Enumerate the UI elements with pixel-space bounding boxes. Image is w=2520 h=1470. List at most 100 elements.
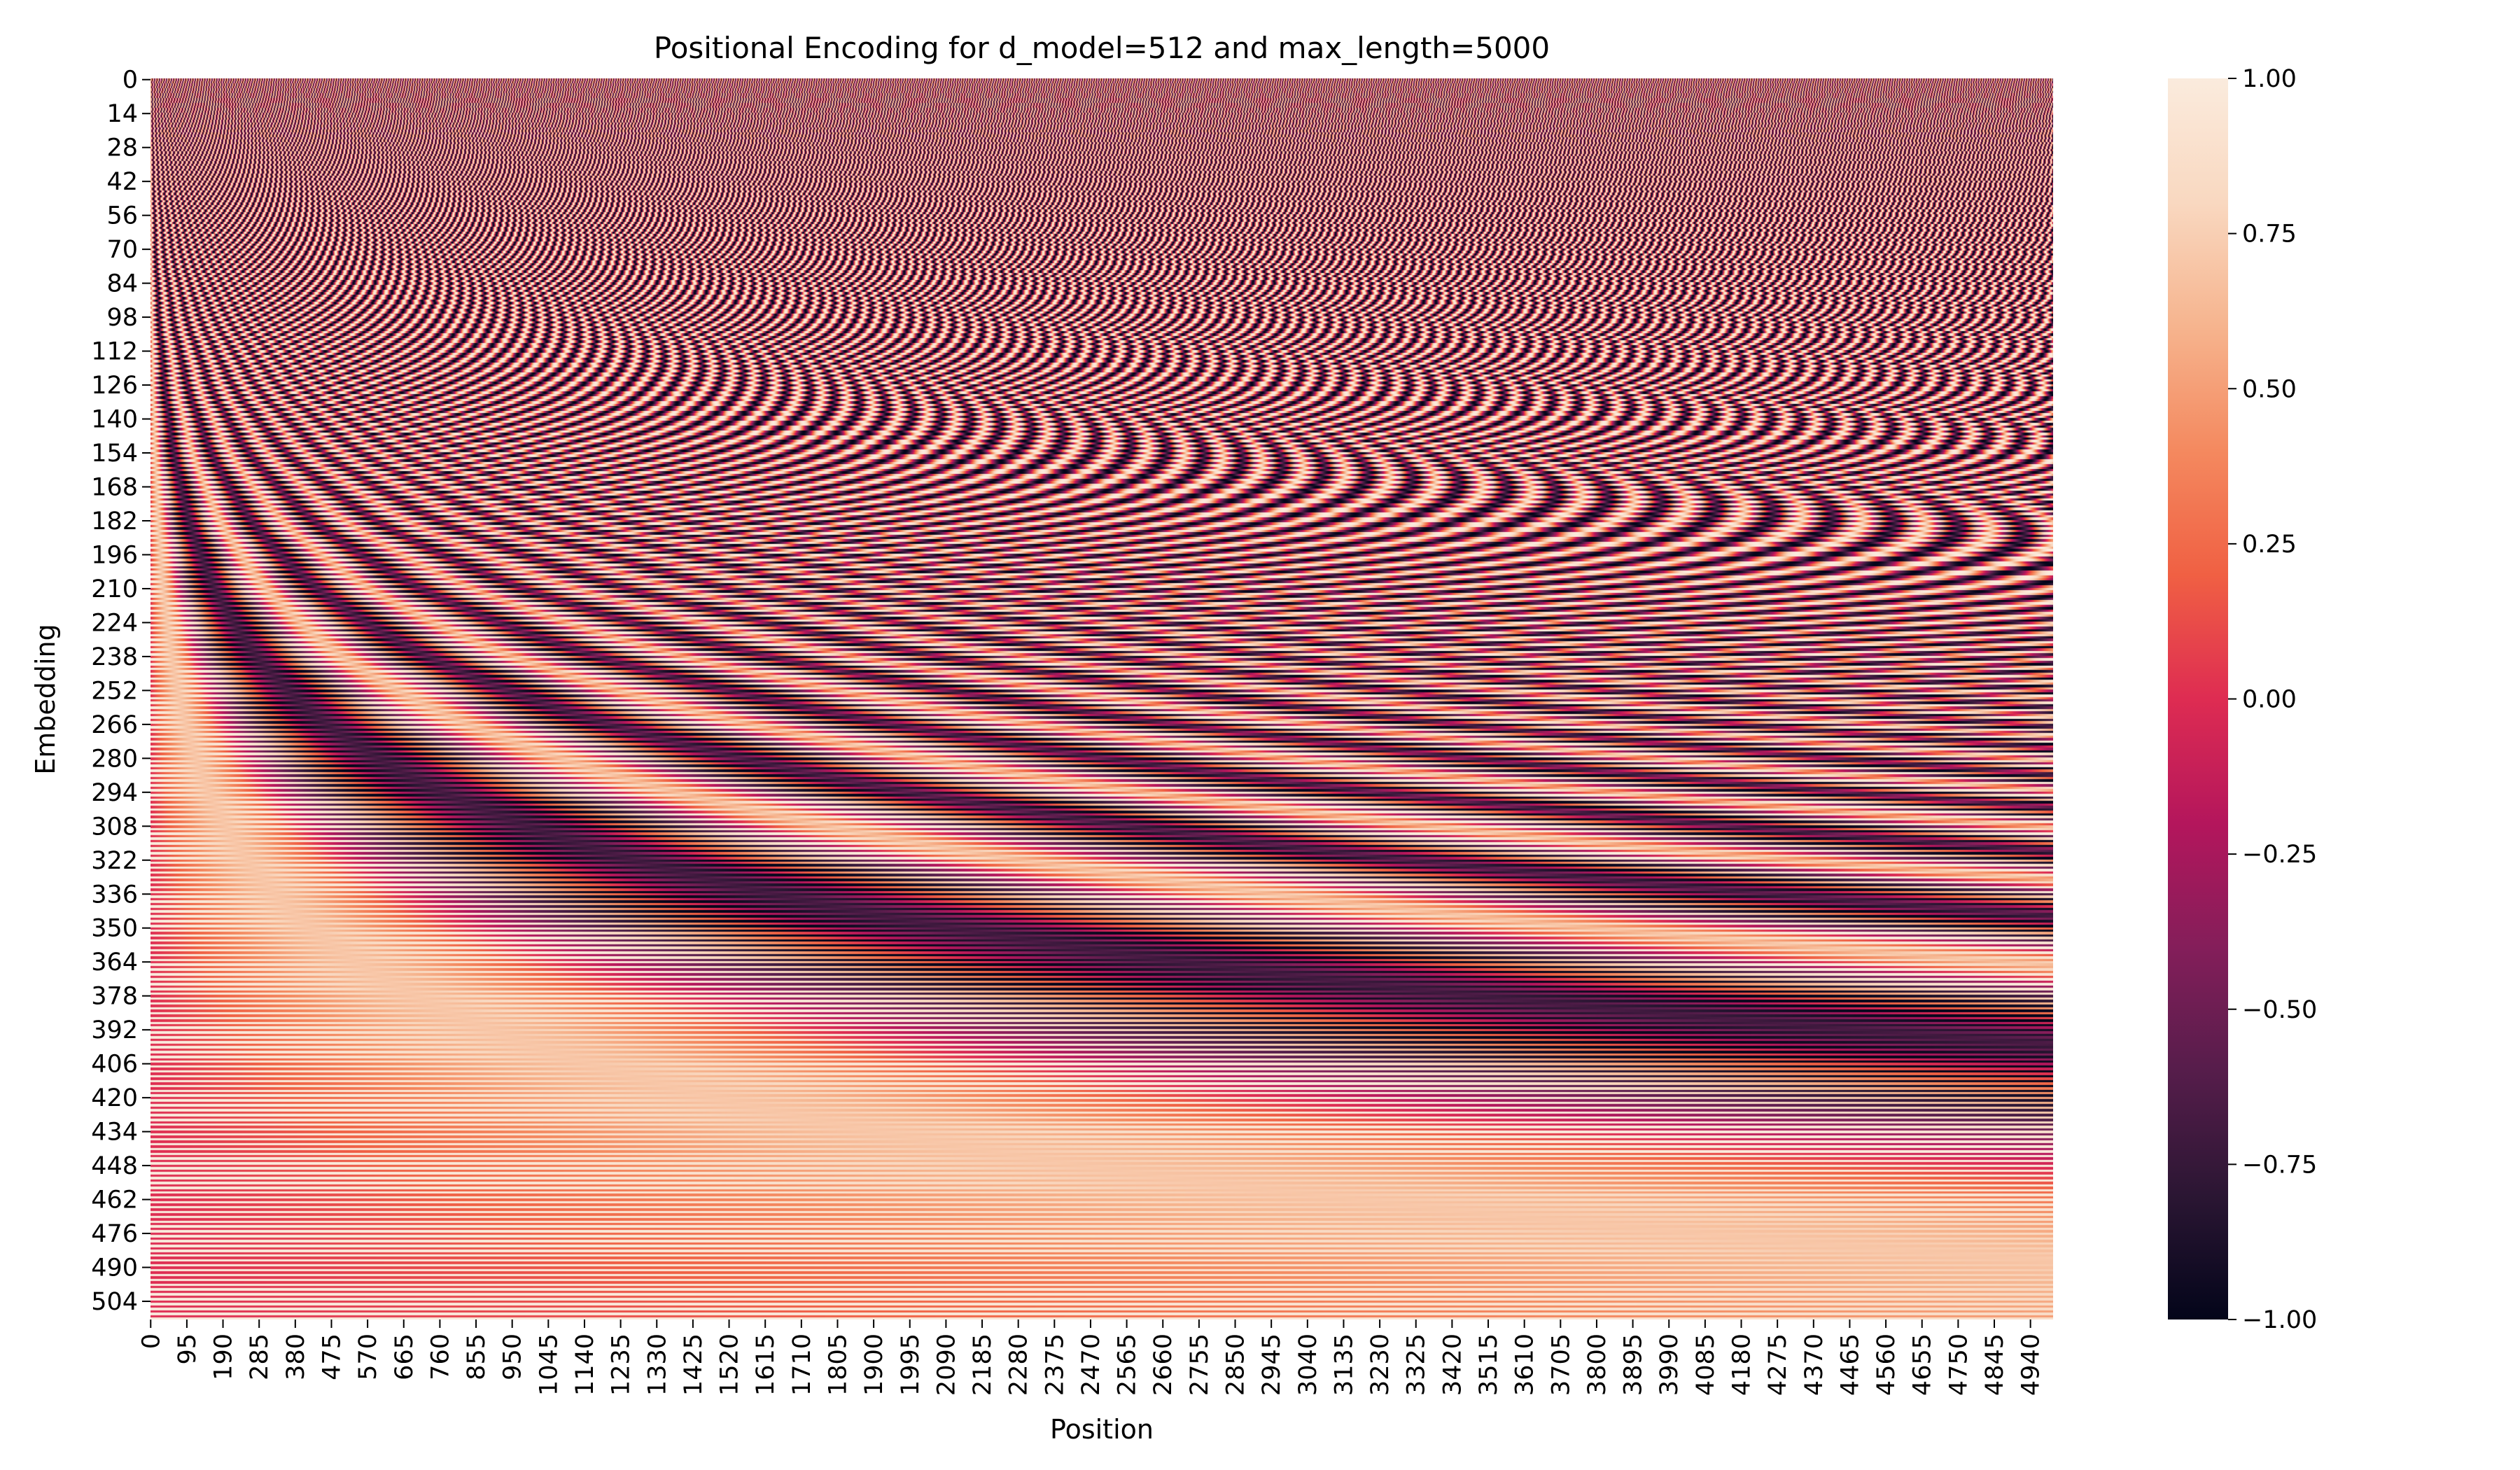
x-tick-label: 4655 <box>1909 1334 1937 1396</box>
x-tick-label: 3610 <box>1511 1334 1539 1396</box>
x-tick-label: 4085 <box>1692 1334 1720 1396</box>
y-tick-label: 462 <box>91 1186 138 1214</box>
x-tick-label: 2945 <box>1258 1334 1286 1396</box>
x-tick-label: 665 <box>391 1334 419 1380</box>
y-tick-label: 448 <box>91 1152 138 1180</box>
x-tick-label: 1995 <box>897 1334 925 1396</box>
y-tick-label: 126 <box>91 372 138 400</box>
y-tick-label: 42 <box>106 168 138 196</box>
x-tick-label: 4180 <box>1728 1334 1756 1396</box>
y-tick-label: 154 <box>91 440 138 468</box>
colorbar-tick-label: 0.75 <box>2242 220 2297 248</box>
x-tick-label: 3705 <box>1547 1334 1575 1396</box>
x-tick-label: 760 <box>426 1334 454 1380</box>
x-tick-label: 3420 <box>1438 1334 1466 1396</box>
x-tick-label: 3135 <box>1330 1334 1358 1396</box>
y-tick-label: 168 <box>91 473 138 501</box>
y-tick-label: 308 <box>91 813 138 841</box>
colorbar-ticks: 1.00 0.75 0.50 0.25 0.00 −0.25 −0.50 −0.75 −1.00 <box>2228 65 2317 1334</box>
colorbar-tick-label: −0.50 <box>2242 996 2317 1024</box>
x-tick-label: 3230 <box>1366 1334 1394 1396</box>
x-tick-label: 475 <box>318 1334 346 1380</box>
colorbar-tick-label: 0.50 <box>2242 375 2297 403</box>
y-tick-label: 364 <box>91 948 138 976</box>
x-tick-label: 2470 <box>1077 1334 1105 1396</box>
x-tick-label: 3515 <box>1475 1334 1503 1396</box>
x-tick-label: 2280 <box>1005 1334 1033 1396</box>
colorbar-tick-label: 0.25 <box>2242 531 2297 559</box>
y-tick-label: 392 <box>91 1016 138 1044</box>
colorbar-tick-label: −0.25 <box>2242 841 2317 869</box>
colorbar <box>2168 78 2228 1320</box>
x-tick-label: 2090 <box>932 1334 960 1396</box>
x-tick-label: 4560 <box>1872 1334 1900 1396</box>
chart-title: Positional Encoding for d_model=512 and … <box>654 31 1550 65</box>
y-tick-label: 14 <box>106 100 138 128</box>
y-tick-label: 70 <box>106 236 138 264</box>
x-axis-ticks: 0 95 190 285 380 475 570 665 760 855 950 1045 1140 12… <box>137 1320 2045 1396</box>
x-tick-label: 3040 <box>1294 1334 1322 1396</box>
y-tick-label: 210 <box>91 575 138 603</box>
x-tick-label: 2660 <box>1149 1334 1177 1396</box>
x-tick-label: 4370 <box>1800 1334 1828 1396</box>
y-tick-label: 224 <box>91 609 138 637</box>
y-tick-label: 266 <box>91 711 138 739</box>
x-tick-label: 1235 <box>608 1334 636 1396</box>
x-tick-label: 2565 <box>1114 1334 1142 1396</box>
y-tick-label: 350 <box>91 915 138 943</box>
y-tick-label: 434 <box>91 1119 138 1147</box>
y-tick-label: 0 <box>122 66 138 94</box>
heatmap-grid <box>150 78 2053 1320</box>
x-tick-label: 1045 <box>535 1334 563 1396</box>
x-tick-label: 1140 <box>571 1334 599 1396</box>
y-tick-label: 252 <box>91 677 138 705</box>
y-tick-label: 28 <box>106 134 138 162</box>
x-tick-label: 1900 <box>860 1334 888 1396</box>
x-tick-label: 3895 <box>1620 1334 1648 1396</box>
y-tick-label: 238 <box>91 643 138 671</box>
x-tick-label: 1330 <box>643 1334 671 1396</box>
x-tick-label: 95 <box>174 1334 202 1365</box>
y-tick-label: 140 <box>91 406 138 434</box>
x-tick-label: 285 <box>246 1334 274 1380</box>
y-tick-label: 490 <box>91 1254 138 1282</box>
x-tick-label: 190 <box>210 1334 238 1380</box>
y-tick-label: 336 <box>91 881 138 909</box>
x-tick-label: 2185 <box>969 1334 997 1396</box>
x-tick-label: 1520 <box>716 1334 744 1396</box>
y-tick-label: 196 <box>91 541 138 569</box>
y-tick-label: 98 <box>106 304 138 332</box>
x-tick-label: 3990 <box>1656 1334 1684 1396</box>
y-tick-label: 112 <box>91 338 138 366</box>
x-tick-label: 1425 <box>680 1334 708 1396</box>
x-axis-label: Position <box>1050 1414 1154 1445</box>
y-tick-label: 504 <box>91 1288 138 1316</box>
x-tick-label: 4940 <box>2017 1334 2045 1396</box>
x-tick-label: 4750 <box>1945 1334 1973 1396</box>
colorbar-tick-label: 1.00 <box>2242 65 2297 93</box>
x-tick-label: 4275 <box>1764 1334 1792 1396</box>
x-tick-label: 950 <box>499 1334 527 1380</box>
y-axis-ticks: 0 14 28 42 56 70 84 98 112 126 140 154 168 182 196 210 2… <box>91 66 150 1316</box>
y-tick-label: 84 <box>106 270 138 298</box>
y-tick-label: 294 <box>91 779 138 807</box>
x-tick-label: 570 <box>354 1334 382 1380</box>
colorbar-tick-label: 0.00 <box>2242 686 2297 714</box>
y-tick-label: 322 <box>91 847 138 875</box>
x-tick-label: 2850 <box>1222 1334 1250 1396</box>
x-tick-label: 2375 <box>1041 1334 1069 1396</box>
x-tick-label: 1805 <box>824 1334 852 1396</box>
x-tick-label: 0 <box>137 1334 165 1349</box>
x-tick-label: 4465 <box>1836 1334 1864 1396</box>
y-tick-label: 406 <box>91 1051 138 1079</box>
x-tick-label: 3325 <box>1403 1334 1431 1396</box>
y-tick-label: 56 <box>106 202 138 230</box>
y-axis-label: Embedding <box>30 624 61 775</box>
x-tick-label: 2755 <box>1186 1334 1214 1396</box>
x-tick-label: 380 <box>282 1334 310 1380</box>
y-tick-label: 378 <box>91 983 138 1011</box>
x-tick-label: 1615 <box>752 1334 780 1396</box>
y-tick-label: 420 <box>91 1084 138 1112</box>
y-tick-label: 476 <box>91 1220 138 1248</box>
